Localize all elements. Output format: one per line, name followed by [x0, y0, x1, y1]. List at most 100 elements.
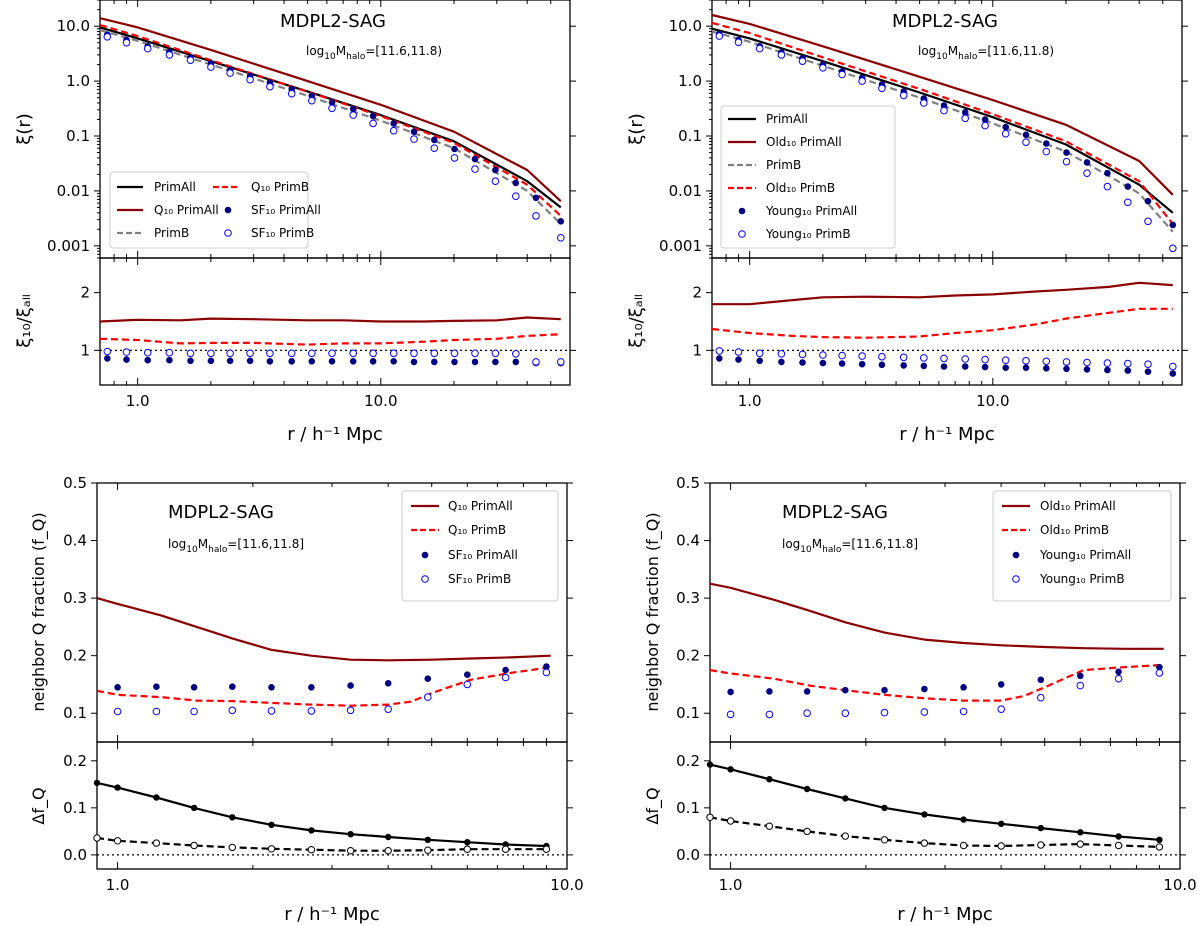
data-point	[1063, 149, 1070, 156]
data-point	[803, 827, 811, 836]
data-point	[1002, 364, 1009, 372]
data-point	[1155, 669, 1164, 677]
legend-label: SF₁₀ PrimB	[448, 572, 511, 586]
y-tick-label: 0.1	[676, 799, 700, 817]
x-tick-label: 1.0	[126, 392, 150, 410]
data-point	[328, 104, 336, 113]
data-point	[1043, 140, 1050, 147]
data-point	[114, 684, 121, 691]
mass-range-label: log10Mhalo=[11.6,11.8]	[782, 537, 918, 555]
y-tick-label: 0.1	[63, 704, 87, 722]
data-point	[190, 707, 198, 716]
data-point	[1114, 674, 1123, 683]
data-point	[246, 75, 254, 84]
data-point	[384, 705, 393, 714]
frame-br-dfq	[709, 741, 1181, 870]
data-point	[349, 358, 357, 365]
data-point	[735, 356, 742, 363]
data-point	[920, 839, 929, 847]
data-point	[900, 362, 907, 369]
data-point	[308, 349, 316, 358]
data-point	[268, 821, 275, 828]
data-point	[542, 668, 551, 677]
plot-br-fq: 0.1 0.2 0.3 0.4 0.5	[676, 474, 1186, 742]
data-point	[777, 350, 786, 358]
data-point	[266, 349, 274, 358]
data-point	[1063, 365, 1070, 373]
data-point	[491, 349, 500, 358]
data-point	[920, 354, 928, 362]
panel-title: MDPL2-SAG	[168, 502, 274, 523]
data-point	[940, 106, 948, 115]
legend-label: Young₁₀ PrimB	[1039, 572, 1125, 586]
data-point	[1037, 693, 1045, 702]
data-point	[838, 351, 846, 360]
data-point	[1077, 672, 1084, 680]
y-tick-label: 1.0	[678, 72, 702, 90]
data-point	[756, 357, 763, 365]
data-point	[369, 119, 377, 128]
data-point	[1076, 840, 1085, 848]
legend-bl: Q₁₀ PrimAll Q₁₀ PrimB SF₁₀ PrimAll SF₁₀ …	[401, 490, 559, 602]
data-point	[93, 834, 101, 842]
data-point	[532, 358, 540, 366]
series-line	[709, 582, 1164, 650]
data-point	[492, 166, 499, 174]
series-line	[99, 17, 562, 203]
data-point	[390, 120, 398, 127]
data-point	[1042, 357, 1051, 366]
data-point	[1155, 843, 1164, 851]
data-point	[803, 688, 811, 695]
series-line	[709, 663, 1164, 702]
data-point	[207, 349, 215, 358]
data-point	[186, 349, 195, 358]
y-tick-label: 0.2	[63, 752, 87, 770]
data-point	[1169, 362, 1177, 371]
data-point	[463, 680, 472, 689]
data-point	[153, 683, 160, 690]
data-point	[881, 804, 888, 812]
data-point	[268, 684, 275, 691]
y-tick-label: 2	[80, 284, 90, 302]
plot-tr-xi: 0.001 0.01 0.1 1.0 10.0	[659, 0, 1188, 259]
data-point	[981, 116, 989, 123]
data-point	[921, 811, 928, 818]
y-tick-label: 0.0	[63, 846, 87, 864]
data-point	[308, 827, 315, 834]
data-point	[960, 816, 967, 823]
data-point	[266, 358, 274, 365]
data-point	[1022, 364, 1030, 372]
data-point	[1077, 829, 1084, 836]
mass-range-label: log10Mhalo=[11.6,11.8)	[306, 44, 442, 62]
data-point	[229, 683, 236, 690]
data-point	[838, 360, 846, 367]
series-line	[96, 836, 547, 852]
x-tick-label: 10.0	[550, 876, 583, 894]
data-point	[384, 847, 392, 855]
data-point	[114, 784, 121, 791]
data-point	[557, 234, 565, 242]
legend-label: SF₁₀ PrimAll	[448, 548, 518, 562]
data-point	[998, 820, 1005, 827]
frame-tl-ratio	[99, 257, 571, 386]
data-point	[899, 353, 908, 362]
data-point	[410, 349, 418, 358]
data-point	[346, 706, 355, 715]
data-point	[328, 349, 336, 358]
mass-range-label: log10Mhalo=[11.6,11.8)	[918, 44, 1054, 62]
series-line	[96, 666, 551, 707]
data-point	[981, 121, 989, 130]
data-point	[777, 51, 786, 59]
data-point	[959, 707, 968, 716]
data-point	[471, 165, 479, 173]
data-point	[144, 356, 151, 364]
legend-label: Young₁₀ PrimAll	[765, 204, 857, 218]
data-point	[727, 766, 734, 773]
data-point	[1076, 681, 1085, 690]
data-point	[766, 776, 773, 783]
data-point	[706, 761, 714, 768]
y-tick-label: 1.0	[66, 72, 90, 90]
data-point	[424, 836, 431, 843]
